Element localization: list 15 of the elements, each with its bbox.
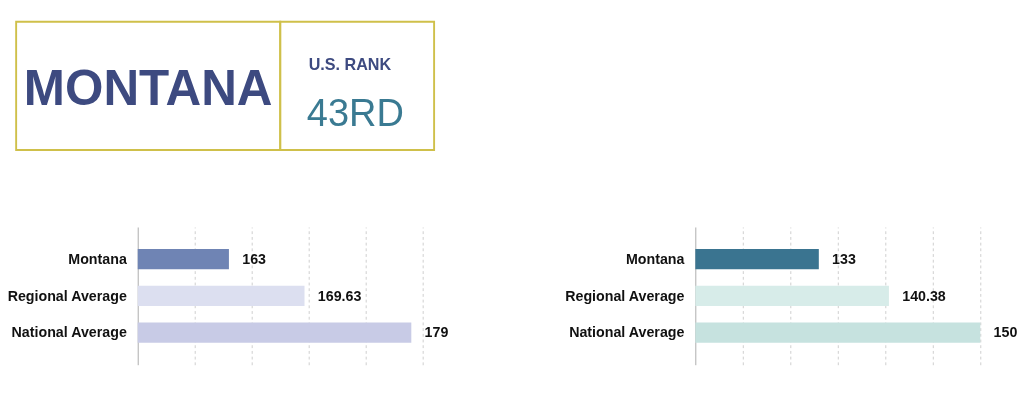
data-label: 169.63 — [317, 287, 362, 304]
text: U.S. RANK — [308, 55, 392, 74]
y-tick-label: Regional Average — [7, 287, 127, 304]
text: MONTANA — [23, 59, 273, 115]
y-tick-label: Montana — [68, 250, 127, 267]
y-tick-label: National Average — [569, 324, 685, 341]
data-label: 179 — [424, 324, 449, 341]
data-label: 150 — [993, 324, 1018, 341]
text: 43RD — [306, 92, 404, 135]
y-tick-label: National Average — [11, 324, 127, 341]
data-label: 140.38 — [902, 287, 946, 304]
data-label: 163 — [242, 250, 267, 267]
data-label: 133 — [832, 250, 856, 267]
y-tick-label: Regional Average — [565, 287, 685, 304]
y-tick-label: Montana — [625, 250, 685, 267]
